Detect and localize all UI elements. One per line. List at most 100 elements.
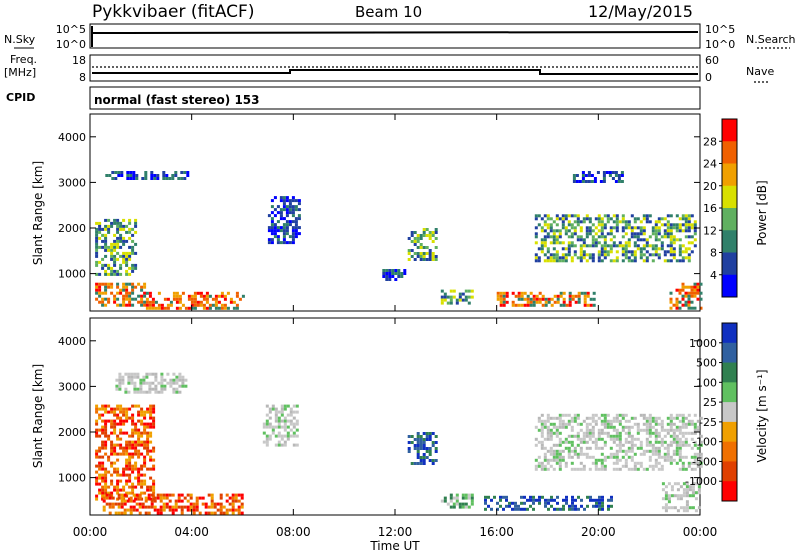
data-cell [592,297,596,301]
data-cell [95,452,99,456]
data-cell [651,452,655,456]
data-cell [163,378,167,382]
data-cell [288,235,292,239]
data-cell [639,250,643,254]
data-cell [446,301,450,305]
data-cell [600,235,604,239]
data-cell [422,438,426,441]
data-cell [416,252,420,255]
data-cell [582,431,586,435]
data-cell [452,295,456,299]
data-cell [591,244,595,248]
data-cell [181,381,185,385]
data-cell [174,502,178,506]
data-cell [156,177,160,180]
data-cell [676,497,680,501]
data-cell [413,258,417,261]
data-cell [627,223,631,227]
data-cell [95,254,99,258]
data-cell [666,229,670,233]
data-cell [615,416,619,420]
data-cell [576,217,580,221]
time-x-ticks: 00:00 04:00 08:00 12:00 16:00 20:00 00:00 [73,114,717,539]
data-cell [110,251,114,255]
data-cell [633,235,637,239]
data-cell [621,416,625,420]
data-cell [131,288,135,292]
data-cell [541,294,545,298]
data-cell [664,506,668,510]
data-cell [570,235,574,239]
data-cell [520,495,523,499]
data-cell [612,452,616,456]
data-cell [597,458,601,462]
data-cell [140,303,144,307]
data-cell [125,473,129,477]
data-cell [208,306,212,310]
data-cell [419,243,423,246]
data-cell [104,440,108,444]
y-tick-label: 4000 [58,131,86,144]
data-cell [600,229,604,233]
data-cell [131,416,135,420]
data-cell [165,174,169,177]
data-cell [615,214,619,218]
data-cell [151,300,155,304]
data-cell [146,467,150,471]
data-cell [98,288,102,292]
data-cell [160,372,164,376]
data-cell [470,289,474,293]
data-cell [693,413,697,417]
data-cell [564,232,568,236]
data-cell [669,443,673,447]
data-cell [152,446,156,450]
data-cell [579,446,583,450]
data-cell [630,229,634,233]
data-cell [143,413,147,417]
data-cell [654,452,658,456]
data-cell [555,217,559,221]
data-cell [133,387,137,391]
data-cell [136,387,140,391]
data-cell [538,501,541,505]
data-cell [687,220,691,224]
data-cell [681,443,685,447]
data-cell [648,464,652,468]
data-cell [279,214,283,218]
data-cell [273,229,277,233]
data-cell [687,217,691,221]
data-cell [534,226,538,230]
data-cell [145,306,149,310]
data-cell [672,434,676,438]
data-cell [511,291,515,295]
data-cell [621,443,625,447]
data-cell [434,246,438,249]
data-cell [537,416,541,420]
data-cell [670,506,674,510]
data-cell [651,253,655,257]
data-cell [148,390,152,394]
data-cell [291,208,295,212]
data-cell [672,440,676,444]
data-cell [597,437,601,441]
data-cell [546,425,550,429]
data-cell [532,507,535,511]
data-cell [110,242,114,246]
data-cell [600,223,604,227]
data-cell [684,300,688,304]
data-cell [134,297,138,301]
data-cell [150,171,154,174]
data-cell [107,224,111,228]
data-cell [651,446,655,450]
data-cell [661,482,665,486]
data-cell [117,502,121,506]
data-cell [280,407,284,411]
data-cell [499,300,503,304]
data-cell [110,443,114,447]
data-cell [137,449,141,453]
data-cell [113,221,117,225]
data-cell [499,504,502,508]
data-cell [660,440,664,444]
data-cell [627,431,631,435]
data-cell [159,496,163,500]
